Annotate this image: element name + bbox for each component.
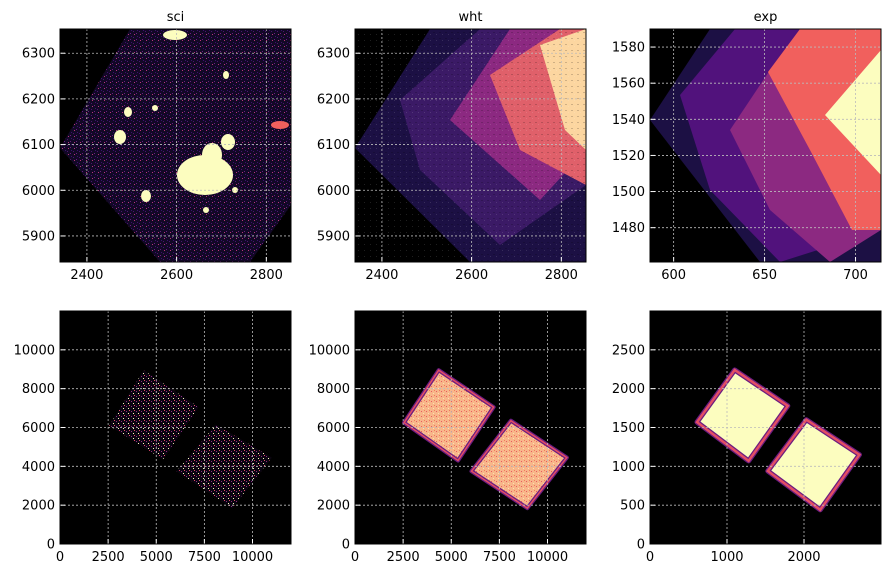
x-tick-label: 650	[752, 268, 777, 283]
y-tick-label: 6000	[317, 184, 350, 199]
bright-source	[124, 107, 132, 117]
y-tick-label: 6300	[317, 47, 350, 62]
image-content	[650, 29, 881, 262]
x-tick-label: 2600	[160, 268, 193, 283]
panel-exp-cutout	[650, 29, 881, 262]
panel-title: sci	[167, 10, 185, 25]
footprints	[694, 367, 862, 513]
y-tick-label: 8000	[317, 382, 350, 397]
y-tick-label: 1480	[612, 221, 645, 236]
bright-source	[114, 130, 126, 144]
bright-source	[203, 207, 209, 213]
bright-source	[271, 121, 289, 129]
y-tick-label: 2000	[22, 499, 55, 514]
panel-wht-cutout	[355, 29, 586, 262]
image-content	[60, 29, 291, 262]
footprint-edge	[766, 418, 862, 512]
bright-source	[221, 134, 235, 150]
y-tick-label: 500	[620, 499, 645, 514]
y-tick-label: 1540	[612, 113, 645, 128]
bright-source	[177, 155, 233, 195]
bright-source	[152, 105, 158, 111]
y-tick-label: 1500	[612, 421, 645, 436]
x-tick-label: 2800	[250, 268, 283, 283]
y-tick-label: 4000	[22, 460, 55, 475]
x-tick-label: 5000	[435, 550, 468, 565]
footprint-edge	[695, 368, 790, 463]
y-tick-label: 4000	[317, 460, 350, 475]
y-tick-label: 2000	[317, 499, 350, 514]
x-tick-label: 2400	[365, 268, 398, 283]
axes-frame	[354, 310, 587, 545]
y-tick-label: 1560	[612, 77, 645, 92]
y-tick-label: 6000	[317, 421, 350, 436]
y-tick-label: 1520	[612, 149, 645, 164]
panel-title: wht	[459, 10, 483, 25]
x-tick-label: 2500	[92, 550, 125, 565]
y-tick-label: 6100	[317, 138, 350, 153]
x-tick-label: 5000	[140, 550, 173, 565]
x-tick-label: 700	[843, 268, 868, 283]
x-tick-label: 0	[646, 550, 654, 565]
image-content	[355, 29, 586, 262]
panel-title: exp	[754, 10, 778, 25]
axes-frame	[649, 28, 882, 263]
y-tick-label: 0	[47, 538, 55, 553]
x-tick-label: 2400	[70, 268, 103, 283]
panel-sci-cutout	[60, 29, 291, 262]
y-tick-label: 5900	[317, 229, 350, 244]
bright-source	[202, 143, 222, 167]
y-tick-label: 10000	[309, 343, 350, 358]
y-tick-label: 1580	[612, 41, 645, 56]
footprint-1	[109, 370, 199, 460]
bright-source	[232, 187, 238, 193]
x-tick-label: 600	[661, 268, 686, 283]
x-tick-label: 2800	[545, 268, 578, 283]
footprint-edge	[470, 419, 568, 510]
y-tick-label: 2000	[612, 382, 645, 397]
x-tick-label: 2600	[455, 268, 488, 283]
x-tick-label: 7500	[188, 550, 221, 565]
y-tick-label: 6000	[22, 184, 55, 199]
x-tick-label: 0	[351, 550, 359, 565]
y-tick-label: 6200	[22, 92, 55, 107]
y-tick-label: 0	[342, 538, 350, 553]
y-tick-label: 0	[637, 538, 645, 553]
bright-source	[223, 71, 229, 79]
exposure-tile	[768, 29, 881, 230]
y-tick-label: 6200	[317, 92, 350, 107]
y-tick-label: 6300	[22, 47, 55, 62]
y-tick-label: 6000	[22, 421, 55, 436]
axes-frame	[59, 28, 292, 263]
x-tick-label: 2000	[787, 550, 820, 565]
x-tick-label: 10000	[527, 550, 568, 565]
y-tick-label: 5900	[22, 229, 55, 244]
footprint-noise	[60, 29, 291, 262]
exposure-tile	[825, 50, 881, 175]
footprints	[402, 368, 569, 511]
footprint-edge	[403, 369, 495, 462]
y-tick-label: 10000	[14, 343, 55, 358]
x-tick-label: 1000	[710, 550, 743, 565]
x-tick-label: 7500	[483, 550, 516, 565]
axes-frame	[354, 28, 587, 263]
x-tick-label: 2500	[387, 550, 420, 565]
y-tick-label: 1500	[612, 185, 645, 200]
x-tick-label: 10000	[232, 550, 273, 565]
axes-frame	[59, 310, 292, 545]
y-tick-label: 2500	[612, 343, 645, 358]
x-tick-label: 0	[56, 550, 64, 565]
y-tick-label: 1000	[612, 460, 645, 475]
bright-source	[163, 30, 187, 40]
axes-frame	[649, 310, 882, 545]
bright-source	[141, 190, 151, 202]
y-tick-label: 8000	[22, 382, 55, 397]
weight-texture	[355, 29, 586, 262]
y-tick-label: 6100	[22, 138, 55, 153]
